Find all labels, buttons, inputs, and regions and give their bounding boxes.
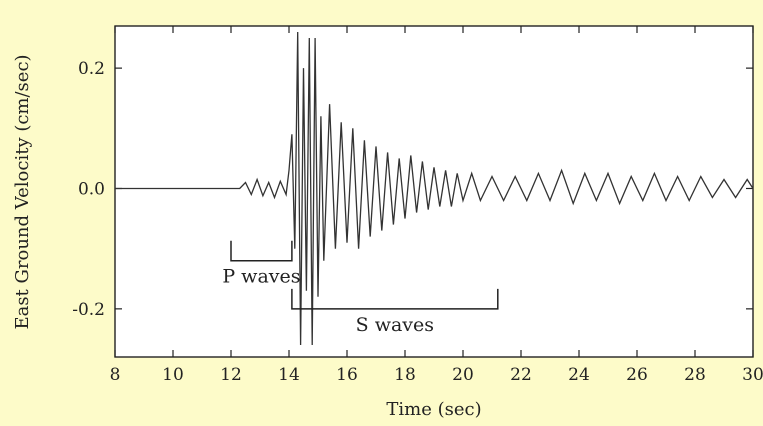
plot-area bbox=[114, 25, 754, 358]
x-tick-label: 28 bbox=[684, 365, 706, 385]
s-waves-label: S waves bbox=[356, 314, 434, 336]
velocity-trace bbox=[115, 31, 754, 346]
x-tick-label: 24 bbox=[568, 365, 590, 385]
y-tick-label: 0.0 bbox=[78, 179, 105, 199]
x-tick-label: 10 bbox=[162, 365, 184, 385]
x-tick-label: 22 bbox=[510, 365, 532, 385]
y-tick-label: 0.2 bbox=[78, 59, 105, 79]
s-waves-bracket bbox=[291, 288, 499, 310]
y-axis-ticks: 0.2 0.0 -0.2 bbox=[72, 59, 753, 320]
p-waves-bracket bbox=[230, 240, 293, 262]
x-tick-label: 8 bbox=[110, 365, 121, 385]
x-tick-label: 18 bbox=[394, 365, 416, 385]
x-tick-label: 20 bbox=[452, 365, 474, 385]
wave-annotations: P waves S waves bbox=[222, 240, 499, 336]
x-tick-label: 26 bbox=[626, 365, 648, 385]
x-tick-label: 14 bbox=[278, 365, 300, 385]
y-tick-label: -0.2 bbox=[72, 300, 105, 320]
x-axis-ticks: 8 10 12 14 16 18 20 22 24 26 28 30 bbox=[110, 26, 763, 385]
x-axis-title: Time (sec) bbox=[386, 399, 481, 420]
p-waves-label: P waves bbox=[222, 266, 300, 288]
y-axis-title: East Ground Velocity (cm/sec) bbox=[12, 54, 33, 329]
x-tick-label: 16 bbox=[336, 365, 358, 385]
x-tick-label: 30 bbox=[742, 365, 763, 385]
x-tick-label: 12 bbox=[220, 365, 242, 385]
